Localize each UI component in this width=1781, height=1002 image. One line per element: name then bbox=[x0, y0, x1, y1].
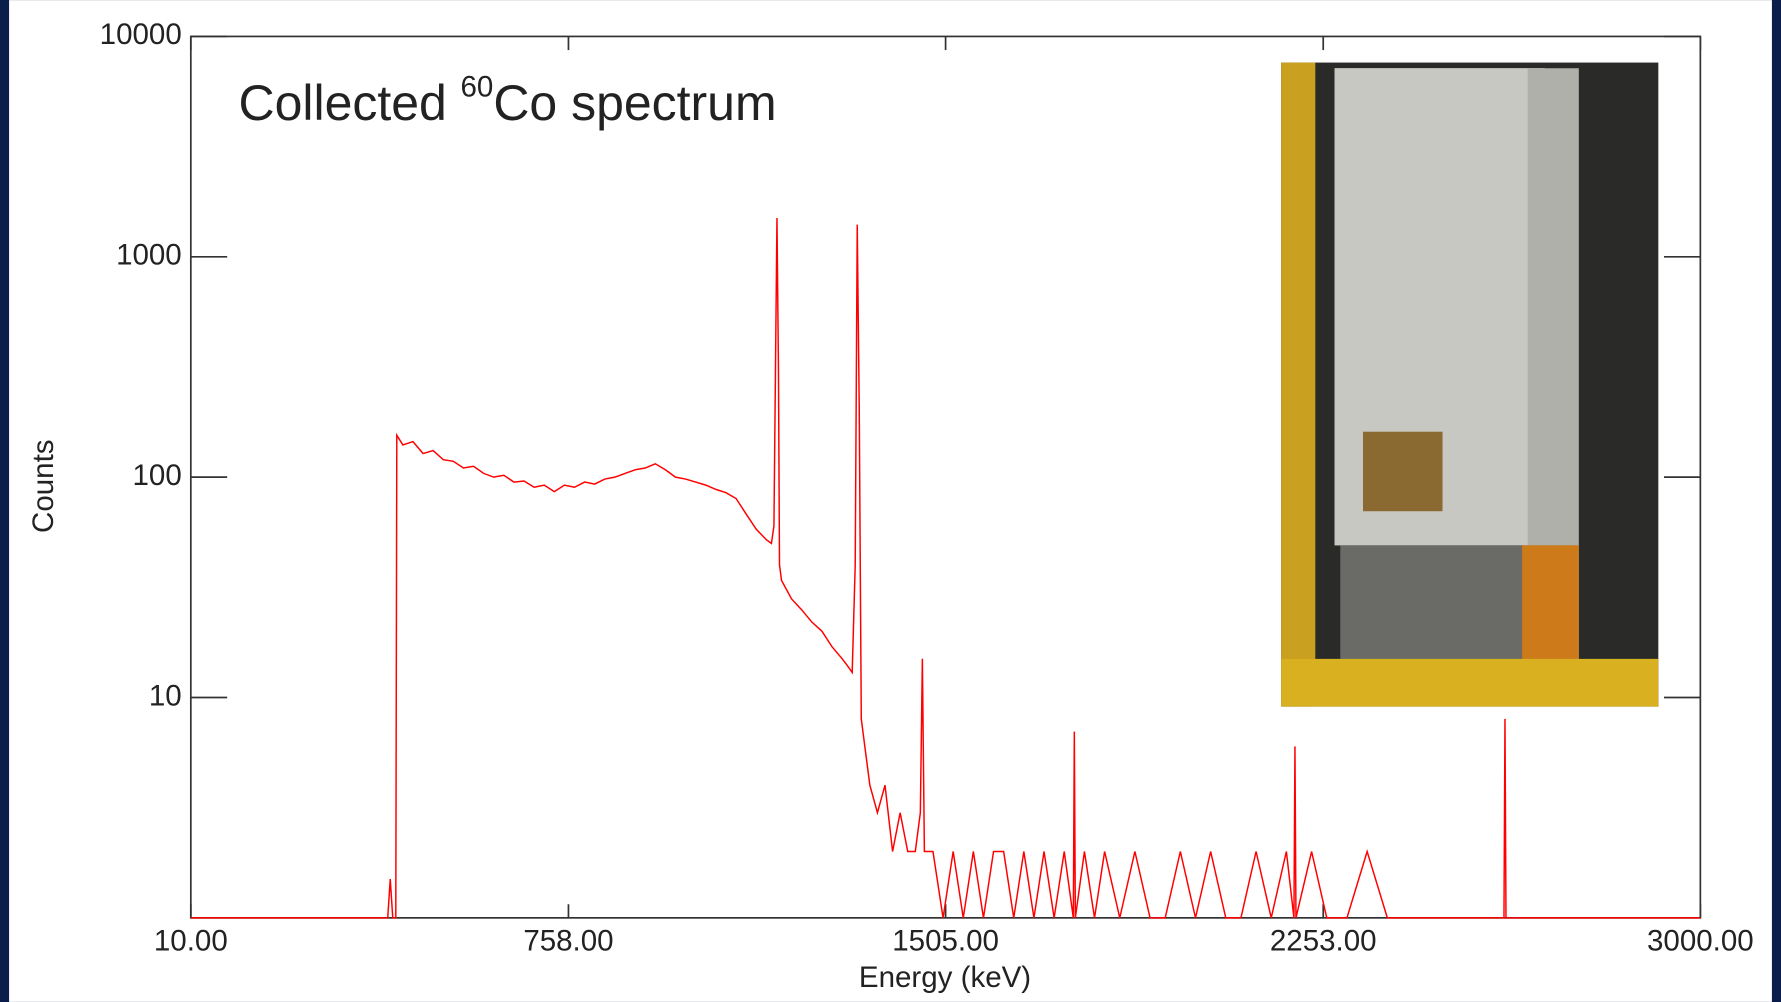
x-tick-label: 2253.00 bbox=[1270, 925, 1377, 958]
y-tick-label: 100 bbox=[132, 459, 181, 492]
spectrum-line bbox=[190, 217, 1701, 919]
inset-photo bbox=[1281, 62, 1659, 707]
y-axis-label: Counts bbox=[27, 439, 60, 533]
title-superscript: 60 bbox=[460, 70, 493, 103]
title-text: Co spectrum bbox=[493, 75, 776, 131]
y-tick-label: 1000 bbox=[116, 239, 182, 272]
x-tick-label: 3000.00 bbox=[1647, 925, 1754, 958]
x-tick-label: 10.00 bbox=[154, 925, 228, 958]
y-tick-label: 10 bbox=[149, 679, 182, 712]
chart-title: Collected 60Co spectrum bbox=[239, 70, 777, 131]
title-text: Collected bbox=[239, 75, 447, 131]
x-tick-label: 758.00 bbox=[523, 925, 613, 958]
y-tick-label: 10000 bbox=[100, 18, 182, 51]
x-axis-label: Energy (keV) bbox=[859, 961, 1031, 994]
x-tick-label: 1505.00 bbox=[892, 925, 999, 958]
